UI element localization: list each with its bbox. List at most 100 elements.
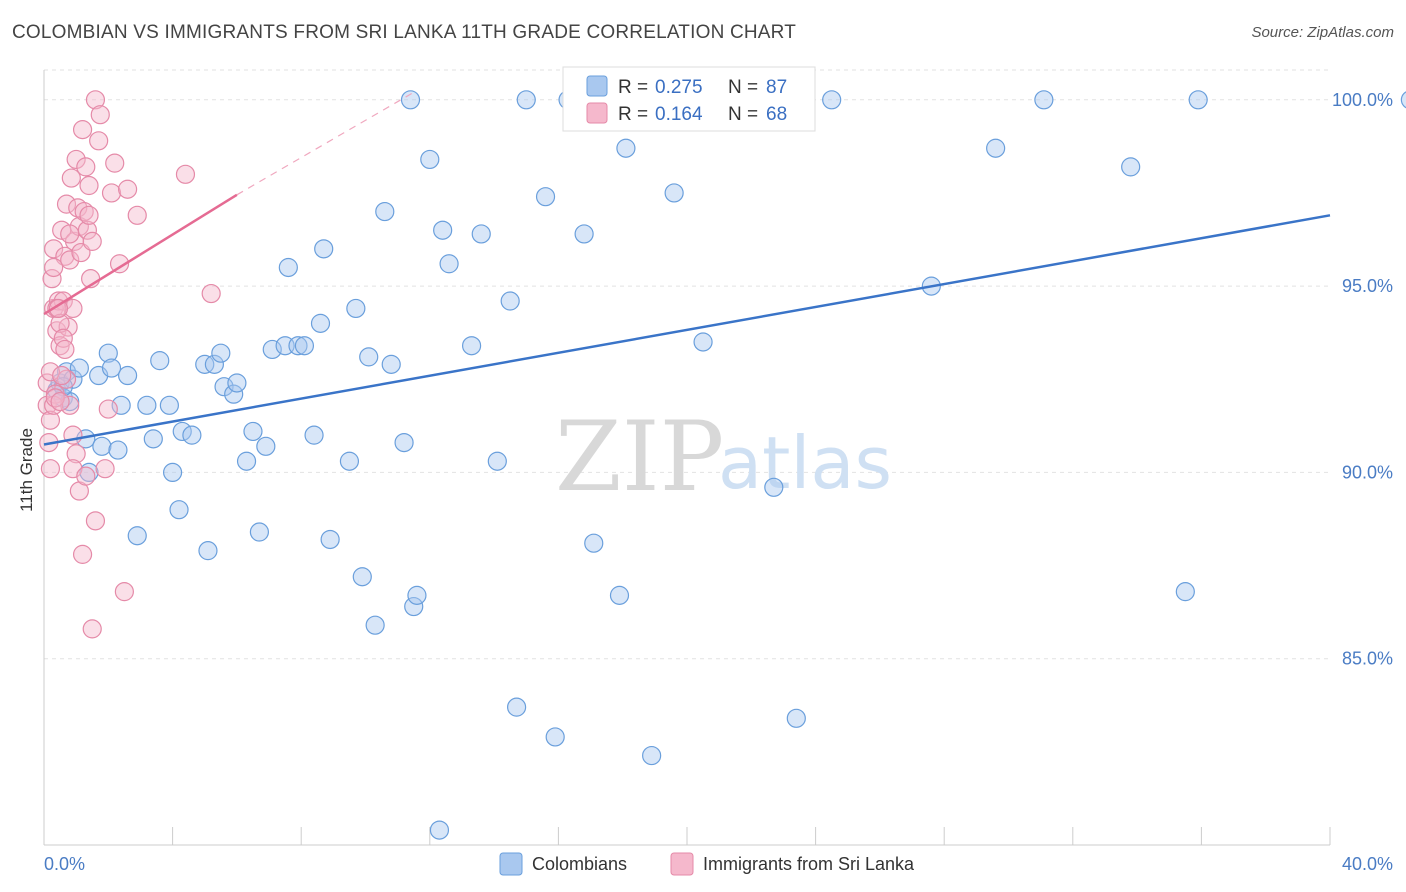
legend-swatch-sri-lanka xyxy=(586,102,608,124)
legend-n-value-0: 87 xyxy=(766,77,787,98)
y-axis-label: 11th Grade xyxy=(17,428,36,512)
point-0-13 xyxy=(101,358,122,378)
point-0-19 xyxy=(143,429,163,449)
point-0-20 xyxy=(150,351,170,371)
point-1-21 xyxy=(66,149,86,170)
point-0-75 xyxy=(693,332,713,352)
point-0-12 xyxy=(98,343,118,363)
point-0-43 xyxy=(310,313,331,333)
point-0-63 xyxy=(500,291,520,311)
point-0-18 xyxy=(137,395,157,415)
point-1-1 xyxy=(37,395,57,415)
point-0-25 xyxy=(182,425,202,445)
point-0-66 xyxy=(535,187,556,207)
trend-line-sri-lanka-extension xyxy=(236,91,415,196)
point-0-33 xyxy=(236,451,257,471)
legend-swatch-colombians xyxy=(586,75,608,97)
point-0-64 xyxy=(507,697,527,717)
point-0-65 xyxy=(516,90,536,110)
point-0-57 xyxy=(420,149,440,170)
y-tick-label-0: 85.0% xyxy=(1342,649,1393,669)
point-0-67 xyxy=(545,727,565,747)
y-tick-label-1: 90.0% xyxy=(1342,462,1393,482)
bottom-legend-label-sri-lanka: Immigrants from Sri Lanka xyxy=(703,854,915,874)
point-0-77 xyxy=(786,708,806,728)
point-0-40 xyxy=(288,336,308,356)
y-tick-labels: 85.0% 90.0% 95.0% 100.0% xyxy=(1332,90,1393,669)
point-1-66 xyxy=(79,205,99,225)
point-1-15 xyxy=(56,194,77,214)
point-0-74 xyxy=(664,183,684,203)
point-0-32 xyxy=(227,373,247,393)
point-1-19 xyxy=(63,298,83,319)
point-0-24 xyxy=(172,421,192,442)
point-0-41 xyxy=(294,336,315,356)
point-0-86 xyxy=(429,820,450,840)
point-1-43 xyxy=(50,313,70,333)
point-0-56 xyxy=(400,90,421,110)
bottom-legend-swatch-colombians xyxy=(499,852,523,876)
point-0-23 xyxy=(169,500,189,520)
point-1-67 xyxy=(48,298,69,319)
y-tick-label-3: 100.0% xyxy=(1332,90,1393,110)
point-0-29 xyxy=(211,343,231,363)
grid-lines xyxy=(44,69,1330,660)
axes xyxy=(43,70,1331,846)
point-0-15 xyxy=(111,395,131,415)
point-0-5 xyxy=(63,369,83,389)
x-tick-label-1: 40.0% xyxy=(1342,854,1393,874)
bottom-legend-label-colombians: Colombians xyxy=(532,854,627,874)
point-0-35 xyxy=(249,522,270,542)
point-0-55 xyxy=(407,585,427,605)
point-0-84 xyxy=(1188,90,1208,110)
point-0-17 xyxy=(127,526,147,546)
point-0-85 xyxy=(1400,91,1406,109)
point-1-25 xyxy=(72,120,93,140)
point-0-51 xyxy=(375,201,395,222)
watermark: ZIP atlas xyxy=(555,401,892,513)
point-1-39 xyxy=(175,164,196,184)
point-1-64 xyxy=(89,131,109,151)
point-1-18 xyxy=(61,168,81,188)
point-0-59 xyxy=(439,254,459,274)
point-0-69 xyxy=(574,224,594,244)
point-1-40 xyxy=(201,283,221,304)
watermark-zip: ZIP xyxy=(555,401,724,513)
x-tick-labels: 0.0% 40.0% xyxy=(44,854,1393,874)
point-1-34 xyxy=(105,153,125,173)
point-0-47 xyxy=(346,298,366,319)
legend-r-value-1: 0.164 xyxy=(655,104,703,125)
point-0-34 xyxy=(243,421,263,442)
point-0-27 xyxy=(198,541,218,561)
point-1-38 xyxy=(127,205,147,225)
point-0-73 xyxy=(642,745,662,766)
point-0-80 xyxy=(986,138,1006,158)
point-1-63 xyxy=(55,339,75,360)
point-1-36 xyxy=(109,254,130,274)
point-0-60 xyxy=(461,336,482,356)
series-legend: Colombians Immigrants from Sri Lanka xyxy=(499,852,915,876)
point-0-30 xyxy=(214,377,234,397)
point-1-32 xyxy=(85,90,106,110)
point-1-35 xyxy=(101,183,122,203)
point-0-45 xyxy=(320,529,340,550)
point-1-41 xyxy=(44,257,64,278)
point-1-48 xyxy=(66,444,86,464)
point-0-58 xyxy=(433,220,453,240)
point-0-70 xyxy=(584,533,604,553)
point-0-9 xyxy=(79,462,99,483)
point-1-3 xyxy=(40,362,61,382)
trend-line-sri-lanka xyxy=(43,193,238,316)
point-1-58 xyxy=(40,459,61,479)
legend-r-label-1: R = xyxy=(618,104,648,125)
y-tick-label-2: 95.0% xyxy=(1342,276,1393,296)
point-0-50 xyxy=(365,615,385,635)
point-1-52 xyxy=(85,511,106,531)
point-0-76 xyxy=(764,477,784,497)
point-1-65 xyxy=(60,224,80,244)
point-0-82 xyxy=(1121,157,1141,177)
point-0-52 xyxy=(381,354,401,374)
point-0-42 xyxy=(304,425,324,445)
point-0-49 xyxy=(359,347,379,367)
